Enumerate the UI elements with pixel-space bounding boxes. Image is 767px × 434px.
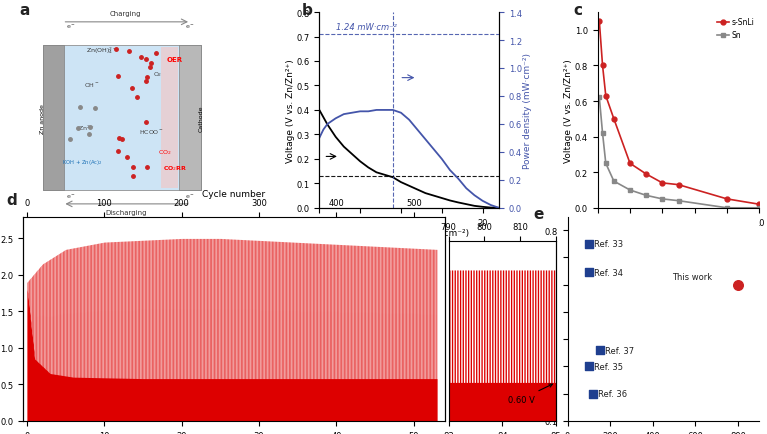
Text: KOH + Zn(Ac)$_2$: KOH + Zn(Ac)$_2$ bbox=[62, 158, 103, 166]
Sn bbox=[755, 206, 764, 211]
s-SnLi bbox=[609, 117, 618, 122]
Sn bbox=[601, 161, 611, 167]
Text: d: d bbox=[6, 193, 17, 207]
s-SnLi bbox=[658, 181, 667, 186]
Text: a: a bbox=[19, 3, 29, 18]
s-SnLi bbox=[755, 202, 764, 207]
Text: Zn$^{2+}$: Zn$^{2+}$ bbox=[77, 123, 95, 132]
Line: Sn: Sn bbox=[597, 96, 762, 211]
Text: c: c bbox=[574, 3, 582, 18]
X-axis label: Cycle number: Cycle number bbox=[202, 190, 265, 199]
Text: Ref. 33: Ref. 33 bbox=[594, 240, 624, 249]
Text: CO$_2$RR: CO$_2$RR bbox=[163, 163, 187, 172]
X-axis label: Current density (mA·cm⁻²): Current density (mA·cm⁻²) bbox=[618, 228, 739, 237]
Text: O$_2$: O$_2$ bbox=[153, 69, 162, 79]
Text: e$^-$: e$^-$ bbox=[67, 193, 77, 201]
Sn bbox=[594, 95, 604, 101]
s-SnLi bbox=[723, 197, 732, 202]
Text: b: b bbox=[301, 3, 312, 18]
Text: 1.24 mW·cm⁻²: 1.24 mW·cm⁻² bbox=[336, 23, 397, 32]
FancyBboxPatch shape bbox=[179, 46, 201, 191]
Y-axis label: Voltage (V vs. Zn/Zn²⁺): Voltage (V vs. Zn/Zn²⁺) bbox=[286, 59, 295, 162]
Text: Ref. 35: Ref. 35 bbox=[594, 362, 624, 371]
FancyBboxPatch shape bbox=[43, 46, 201, 191]
s-SnLi bbox=[601, 94, 611, 99]
Text: 0.60 V: 0.60 V bbox=[508, 384, 552, 404]
s-SnLi bbox=[641, 172, 650, 177]
Text: OER: OER bbox=[167, 57, 183, 63]
Text: Zn anode: Zn anode bbox=[40, 104, 45, 133]
s-SnLi bbox=[594, 19, 604, 24]
Text: e$^-$: e$^-$ bbox=[67, 23, 77, 31]
Sn bbox=[625, 188, 634, 193]
Point bbox=[587, 390, 599, 397]
Point bbox=[583, 363, 595, 370]
Text: Zn(OH)$_4^{2-}$: Zn(OH)$_4^{2-}$ bbox=[86, 45, 118, 56]
Text: Cathode: Cathode bbox=[199, 105, 203, 132]
X-axis label: Current density (mA·cm⁻²): Current density (mA·cm⁻²) bbox=[349, 228, 469, 237]
Text: CO$_2$: CO$_2$ bbox=[159, 148, 172, 157]
Sn bbox=[609, 179, 618, 184]
Point bbox=[594, 347, 606, 354]
Text: HCOO$^-$: HCOO$^-$ bbox=[139, 128, 164, 136]
Text: Ref. 37: Ref. 37 bbox=[605, 346, 634, 355]
s-SnLi bbox=[598, 64, 607, 69]
s-SnLi bbox=[625, 161, 634, 167]
Legend: s-SnLi, Sn: s-SnLi, Sn bbox=[716, 17, 755, 42]
FancyBboxPatch shape bbox=[161, 48, 178, 189]
Point bbox=[732, 282, 744, 289]
Text: e$^-$: e$^-$ bbox=[185, 193, 195, 201]
Y-axis label: Voltage (V vs. Zn/Zn²⁺): Voltage (V vs. Zn/Zn²⁺) bbox=[535, 267, 543, 371]
Text: Discharging: Discharging bbox=[105, 209, 146, 215]
Sn bbox=[674, 199, 683, 204]
Line: s-SnLi: s-SnLi bbox=[597, 20, 762, 207]
FancyBboxPatch shape bbox=[43, 46, 64, 191]
s-SnLi bbox=[674, 183, 683, 188]
Sn bbox=[598, 131, 607, 136]
Text: This work: This work bbox=[672, 273, 712, 281]
Text: Charging: Charging bbox=[110, 11, 141, 17]
Point bbox=[583, 269, 595, 276]
Text: e$^-$: e$^-$ bbox=[185, 23, 195, 31]
Sn bbox=[658, 197, 667, 202]
Sn bbox=[641, 193, 650, 198]
Text: e: e bbox=[533, 207, 544, 222]
Point bbox=[583, 241, 595, 248]
Sn bbox=[723, 206, 732, 211]
Text: Ref. 36: Ref. 36 bbox=[598, 389, 627, 398]
Text: OH$^-$: OH$^-$ bbox=[84, 81, 100, 89]
Text: Ref. 34: Ref. 34 bbox=[594, 268, 624, 277]
Y-axis label: Power density (mW·cm⁻²): Power density (mW·cm⁻²) bbox=[523, 53, 532, 168]
Y-axis label: Voltage (V vs. Zn/Zn²⁺): Voltage (V vs. Zn/Zn²⁺) bbox=[565, 59, 574, 162]
